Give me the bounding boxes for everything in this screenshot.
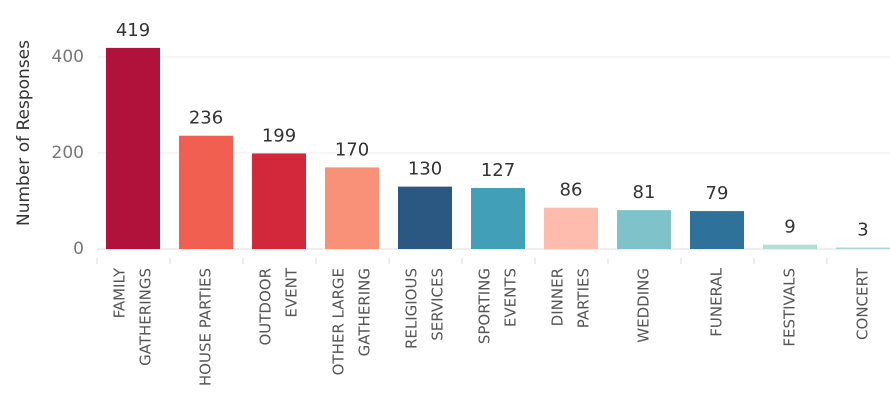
value-label: 236 [189, 108, 223, 129]
value-label: 3 [857, 220, 868, 241]
x-tick-label: FUNERAL [708, 267, 726, 336]
bar [471, 188, 525, 249]
value-label: 170 [335, 139, 369, 160]
x-tick-label: SPORTING [476, 268, 494, 344]
x-tick-label: DINNER [549, 268, 567, 326]
value-label: 9 [784, 217, 795, 238]
bar [617, 210, 671, 249]
value-label: 199 [262, 125, 296, 146]
value-label: 81 [633, 182, 656, 203]
x-tick-label: EVENT [283, 267, 301, 317]
bar [179, 135, 233, 249]
bar [836, 247, 890, 249]
y-tick-label: 0 [73, 239, 84, 259]
value-label: 419 [116, 20, 150, 41]
value-label: 79 [706, 183, 729, 204]
x-tick-label: HOUSE PARTIES [197, 268, 215, 386]
x-tick-label: FAMILY [111, 267, 129, 318]
bar [763, 244, 817, 249]
bar [325, 167, 379, 249]
y-axis-title: Number of Responses [14, 40, 34, 226]
y-tick-label: 400 [52, 47, 84, 67]
x-tick-label: OUTDOOR [257, 268, 275, 346]
bar [106, 47, 160, 249]
x-tick-label: RELIGIOUS [403, 268, 421, 349]
x-tick-label: EVENTS [502, 268, 520, 327]
x-tick-label: WEDDING [635, 268, 653, 343]
x-tick-label: CONCERT [854, 267, 872, 340]
bar [398, 186, 452, 249]
value-label: 86 [560, 180, 583, 201]
x-tick-label: OTHER LARGE [330, 268, 348, 375]
y-tick-label: 200 [52, 143, 84, 163]
x-tick-label: GATHERINGS [137, 268, 155, 366]
x-tick-label: FESTIVALS [781, 268, 799, 347]
x-tick-label: SERVICES [429, 268, 447, 341]
x-tick-label: GATHERING [356, 268, 374, 356]
bar [690, 211, 744, 249]
value-label: 127 [481, 160, 515, 181]
bar [252, 153, 306, 249]
bar [544, 207, 598, 249]
x-tick-label: PARTIES [575, 268, 593, 328]
value-label: 130 [408, 159, 442, 180]
